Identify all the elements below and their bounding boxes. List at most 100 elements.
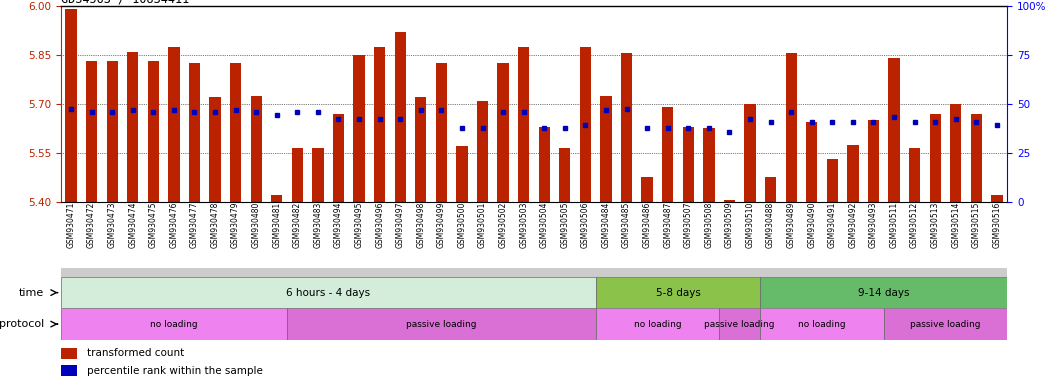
Bar bbox=[451, 268, 472, 277]
Bar bbox=[225, 268, 246, 277]
Text: passive loading: passive loading bbox=[705, 319, 775, 329]
Bar bbox=[312, 148, 324, 202]
Bar bbox=[884, 268, 905, 277]
Bar bbox=[637, 268, 658, 277]
Text: GDS4563 / 10834411: GDS4563 / 10834411 bbox=[61, 0, 188, 6]
Text: GSM930493: GSM930493 bbox=[869, 202, 878, 248]
Text: GSM930477: GSM930477 bbox=[190, 202, 199, 248]
Text: GSM930515: GSM930515 bbox=[972, 202, 981, 248]
Text: GSM930484: GSM930484 bbox=[601, 202, 610, 248]
Bar bbox=[163, 268, 184, 277]
Text: GSM930485: GSM930485 bbox=[622, 202, 631, 248]
Text: GSM930487: GSM930487 bbox=[663, 202, 672, 248]
Text: GSM930483: GSM930483 bbox=[313, 202, 322, 248]
Bar bbox=[143, 268, 163, 277]
Bar bbox=[723, 200, 735, 202]
Bar bbox=[719, 308, 760, 340]
Bar bbox=[349, 268, 370, 277]
Bar bbox=[230, 63, 241, 202]
Bar bbox=[476, 101, 488, 202]
Text: GSM930475: GSM930475 bbox=[149, 202, 158, 248]
Bar bbox=[971, 114, 982, 202]
Bar bbox=[992, 195, 1003, 202]
Text: GSM930498: GSM930498 bbox=[417, 202, 425, 248]
Bar bbox=[436, 63, 447, 202]
Bar bbox=[740, 268, 760, 277]
Bar bbox=[765, 177, 776, 202]
Bar bbox=[107, 61, 118, 202]
Text: GSM930474: GSM930474 bbox=[128, 202, 137, 248]
Text: transformed count: transformed count bbox=[87, 348, 184, 358]
Bar bbox=[374, 46, 385, 202]
Bar bbox=[744, 104, 756, 202]
Bar bbox=[884, 308, 1007, 340]
Text: GSM930492: GSM930492 bbox=[848, 202, 857, 248]
Bar bbox=[642, 177, 652, 202]
Bar bbox=[271, 195, 283, 202]
Text: GSM930503: GSM930503 bbox=[519, 202, 528, 248]
Bar bbox=[760, 277, 1007, 308]
Text: GSM930471: GSM930471 bbox=[67, 202, 75, 248]
Bar bbox=[493, 268, 513, 277]
Text: GSM930482: GSM930482 bbox=[293, 202, 302, 248]
Text: percentile rank within the sample: percentile rank within the sample bbox=[87, 366, 263, 376]
Text: GSM930480: GSM930480 bbox=[251, 202, 261, 248]
Bar bbox=[781, 268, 801, 277]
Bar bbox=[868, 120, 879, 202]
Bar bbox=[785, 53, 797, 202]
Bar bbox=[205, 268, 225, 277]
Bar bbox=[328, 268, 349, 277]
Bar bbox=[555, 268, 575, 277]
Bar bbox=[683, 127, 694, 202]
Bar bbox=[472, 268, 493, 277]
Text: GSM930514: GSM930514 bbox=[952, 202, 960, 248]
Text: passive loading: passive loading bbox=[406, 319, 476, 329]
Bar bbox=[184, 268, 205, 277]
Text: GSM930510: GSM930510 bbox=[745, 202, 755, 248]
Bar bbox=[760, 308, 884, 340]
Text: no loading: no loading bbox=[633, 319, 682, 329]
Text: 6 hours - 4 days: 6 hours - 4 days bbox=[286, 288, 371, 298]
Bar bbox=[246, 268, 267, 277]
Text: GSM930499: GSM930499 bbox=[437, 202, 446, 248]
Text: GSM930490: GSM930490 bbox=[807, 202, 817, 248]
Text: GSM930516: GSM930516 bbox=[993, 202, 1001, 248]
Text: no loading: no loading bbox=[150, 319, 198, 329]
Bar bbox=[513, 268, 534, 277]
Bar bbox=[287, 308, 596, 340]
Text: GSM930506: GSM930506 bbox=[581, 202, 589, 248]
Bar bbox=[600, 96, 611, 202]
Bar bbox=[65, 9, 76, 202]
Bar bbox=[370, 268, 389, 277]
Text: GSM930512: GSM930512 bbox=[910, 202, 919, 248]
Bar bbox=[863, 268, 884, 277]
Bar bbox=[678, 268, 698, 277]
Bar bbox=[148, 61, 159, 202]
Text: no loading: no loading bbox=[798, 319, 846, 329]
Bar bbox=[267, 268, 287, 277]
Text: passive loading: passive loading bbox=[910, 319, 981, 329]
Bar bbox=[698, 268, 719, 277]
Bar bbox=[662, 107, 673, 202]
Bar bbox=[596, 268, 617, 277]
Bar bbox=[169, 46, 179, 202]
Bar bbox=[188, 63, 200, 202]
Text: GSM930509: GSM930509 bbox=[725, 202, 734, 248]
Bar bbox=[61, 365, 77, 376]
Text: GSM930472: GSM930472 bbox=[87, 202, 96, 248]
Bar bbox=[575, 268, 596, 277]
Bar bbox=[250, 96, 262, 202]
Text: GSM930505: GSM930505 bbox=[560, 202, 570, 248]
Bar bbox=[431, 268, 451, 277]
Bar bbox=[456, 146, 468, 202]
Bar bbox=[287, 268, 308, 277]
Bar bbox=[82, 268, 102, 277]
Text: GSM930504: GSM930504 bbox=[540, 202, 549, 248]
Text: time: time bbox=[19, 288, 44, 298]
Bar bbox=[889, 58, 899, 202]
Bar bbox=[86, 61, 97, 202]
Bar bbox=[719, 268, 740, 277]
Text: GSM930497: GSM930497 bbox=[396, 202, 405, 248]
Bar bbox=[410, 268, 431, 277]
Bar bbox=[950, 104, 961, 202]
